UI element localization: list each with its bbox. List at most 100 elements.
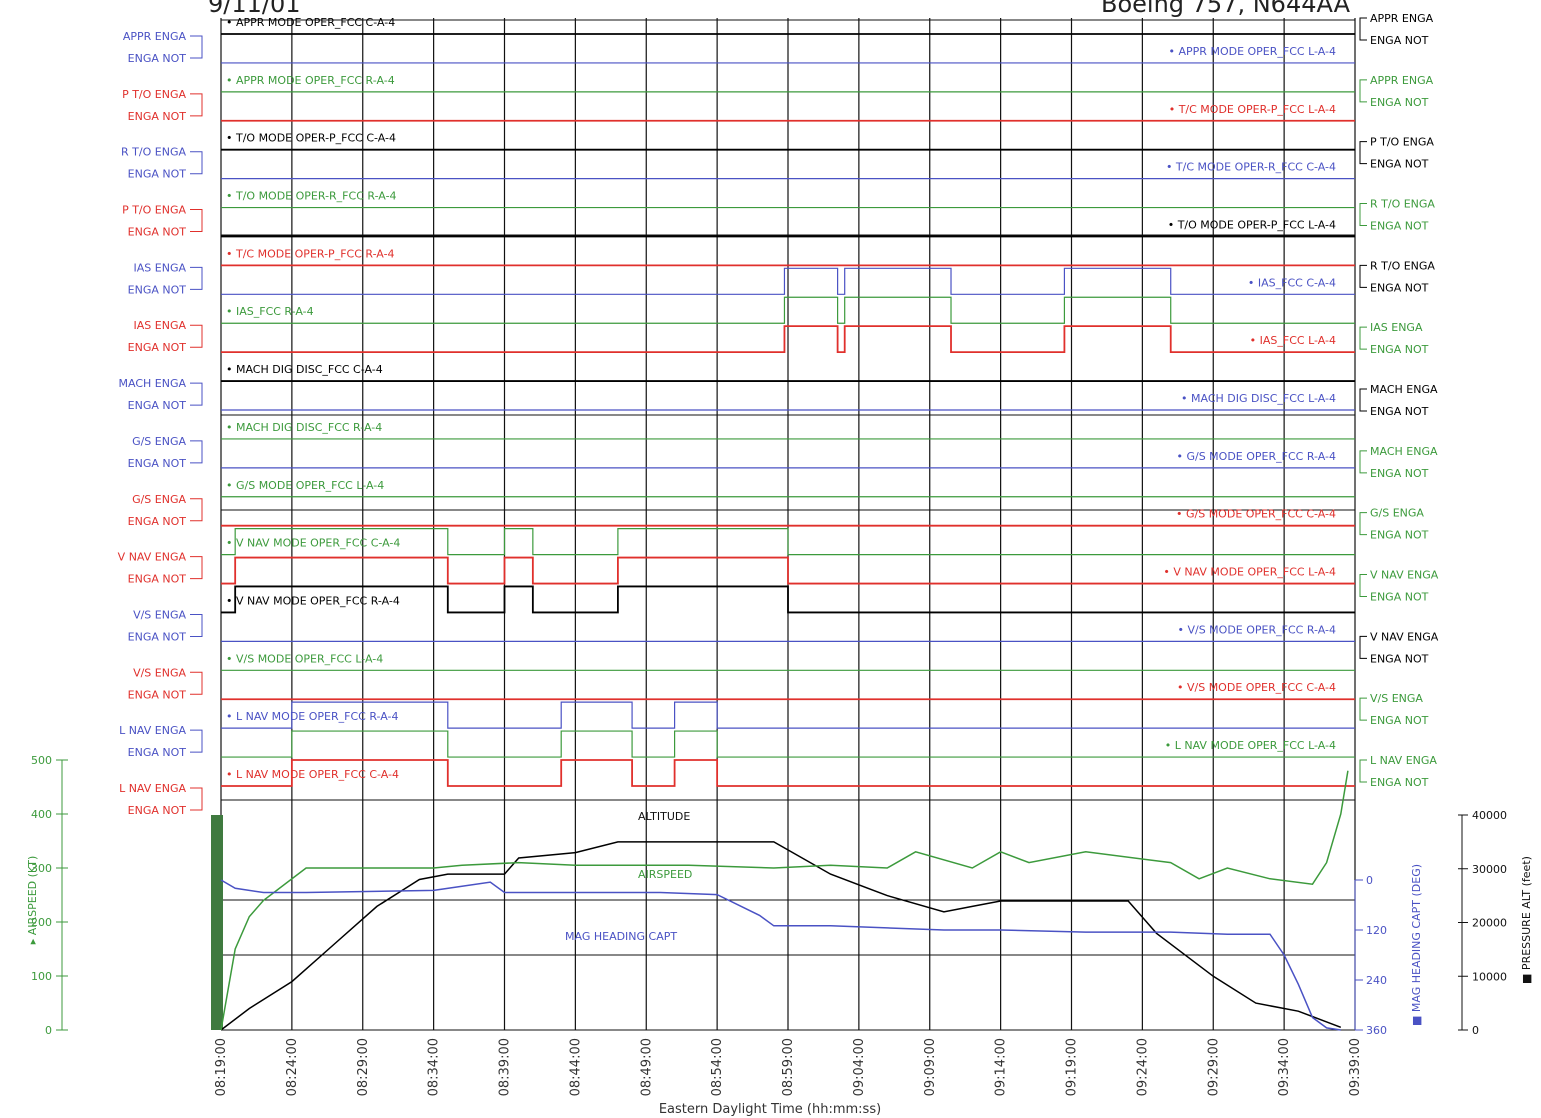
discrete-trace	[221, 296, 1355, 324]
airspeed-tick-label: 500	[31, 754, 52, 767]
trace-label: • G/S MODE OPER_FCC L-A-4	[226, 479, 384, 492]
trace-label: • V NAV MODE OPER_FCC R-A-4	[226, 594, 400, 607]
airspeed-tick-label: 300	[31, 862, 52, 875]
left-label-bottom: ENGA NOT	[128, 804, 187, 817]
right-label-top: V NAV ENGA	[1370, 569, 1439, 582]
trace-label: • T/O MODE OPER-R_FCC R-A-4	[226, 190, 397, 203]
x-tick-label: 09:14:00	[994, 1038, 1009, 1096]
left-label-bracket	[190, 440, 203, 464]
right-label-top: R T/O ENGA	[1370, 259, 1435, 272]
right-label-bottom: ENGA NOT	[1370, 591, 1429, 604]
left-label-top: V/S ENGA	[133, 608, 186, 621]
left-label-bottom: ENGA NOT	[128, 168, 187, 181]
altitude-tick-label: 10000	[1472, 970, 1507, 983]
discrete-trace	[221, 730, 1355, 758]
left-label-top: G/S ENGA	[132, 493, 186, 506]
x-tick-label: 08:54:00	[710, 1038, 725, 1096]
left-label-bracket	[190, 266, 203, 290]
trace-label: • G/S MODE OPER_FCC C-A-4	[1176, 508, 1336, 521]
right-label-top: P T/O ENGA	[1370, 136, 1434, 149]
altitude-axis-label: ■ PRESSURE ALT (feet)	[1520, 856, 1533, 984]
left-label-top: G/S ENGA	[132, 435, 186, 448]
heading-axis-label: ■ MAG HEADING CAPT (DEG)	[1410, 864, 1423, 1026]
right-label-bracket	[1359, 203, 1367, 226]
altitude-tick-label: 40000	[1472, 809, 1507, 822]
x-tick-label: 08:44:00	[568, 1038, 583, 1096]
right-label-top: R T/O ENGA	[1370, 198, 1435, 211]
right-label-top: APPR ENGA	[1370, 74, 1434, 87]
airspeed-tick-label: 0	[45, 1024, 52, 1037]
right-label-top: V/S ENGA	[1370, 692, 1423, 705]
right-label-top: V NAV ENGA	[1370, 630, 1439, 643]
left-label-bracket	[190, 93, 203, 117]
trace-label: • IAS_FCC R-A-4	[226, 305, 314, 318]
right-label-bracket	[1359, 759, 1367, 783]
left-label-bottom: ENGA NOT	[128, 341, 187, 354]
trace-label: • T/C MODE OPER-P_FCC L-A-4	[1169, 103, 1336, 116]
left-label-bottom: ENGA NOT	[128, 515, 187, 528]
right-label-bottom: ENGA NOT	[1370, 405, 1429, 418]
right-label-bottom: ENGA NOT	[1370, 34, 1429, 47]
right-label-top: G/S ENGA	[1370, 507, 1424, 520]
left-label-top: L NAV ENGA	[119, 782, 186, 795]
discrete-trace	[221, 759, 1355, 787]
right-label-bracket	[1359, 388, 1367, 412]
right-label-bottom: ENGA NOT	[1370, 158, 1429, 171]
trace-label: • T/O MODE OPER-P_FCC L-A-4	[1168, 218, 1336, 231]
trace-label: • V/S MODE OPER_FCC L-A-4	[226, 652, 383, 665]
trace-label: • MACH DIG DISC_FCC R-A-4	[226, 421, 382, 434]
series-line	[220, 770, 1349, 1031]
left-label-bracket	[190, 613, 203, 637]
header-date: 9/11/01	[208, 0, 301, 18]
airspeed-tick-label: 400	[31, 808, 52, 821]
right-label-top: IAS ENGA	[1370, 321, 1423, 334]
x-tick-label: 09:29:00	[1206, 1038, 1221, 1096]
trace-label: • MACH DIG DISC_FCC C-A-4	[226, 363, 383, 376]
right-label-bracket	[1359, 697, 1367, 721]
discrete-trace	[221, 701, 1355, 729]
takeoff-marker	[211, 815, 223, 1030]
airspeed-tick-label: 100	[31, 970, 52, 983]
left-label-bracket	[190, 729, 203, 753]
x-tick-label: 08:24:00	[285, 1038, 300, 1096]
left-label-bottom: ENGA NOT	[128, 746, 187, 759]
left-label-top: V/S ENGA	[133, 666, 186, 679]
right-label-bracket	[1359, 264, 1367, 288]
trace-label: • V/S MODE OPER_FCC R-A-4	[1177, 623, 1336, 636]
left-label-top: P T/O ENGA	[122, 88, 186, 101]
trace-label: • T/O MODE OPER-P_FCC C-A-4	[226, 132, 396, 145]
left-label-top: V NAV ENGA	[118, 551, 187, 564]
trace-label: • G/S MODE OPER_FCC R-A-4	[1176, 450, 1336, 463]
right-label-bottom: ENGA NOT	[1370, 96, 1429, 109]
right-label-bracket	[1359, 574, 1367, 597]
left-label-top: IAS ENGA	[134, 261, 187, 274]
discrete-trace	[221, 585, 1355, 614]
left-label-bracket	[190, 498, 203, 522]
trace-label: • APPR MODE OPER_FCC C-A-4	[226, 16, 395, 29]
analog-panel: 0 100 200 300 400 500 ▸ AIRSPEED (KT) 0 10000 200…	[26, 754, 1533, 1037]
left-label-bottom: ENGA NOT	[128, 226, 187, 239]
right-label-bottom: ENGA NOT	[1370, 714, 1429, 727]
left-state-labels: APPR ENGA ENGA NOT P T/O ENGA ENGA NOT R T/O…	[118, 30, 203, 817]
left-label-bracket	[190, 671, 203, 695]
trace-label: • V NAV MODE OPER_FCC C-A-4	[226, 537, 400, 550]
left-label-bottom: ENGA NOT	[128, 110, 187, 123]
left-label-bracket	[190, 382, 203, 406]
x-tick-label: 09:19:00	[1065, 1038, 1080, 1096]
left-label-top: MACH ENGA	[119, 377, 187, 390]
heading-tick-label: 0	[1366, 874, 1373, 887]
right-label-bottom: ENGA NOT	[1370, 220, 1429, 233]
x-axis: 08:19:00 08:24:00 08:29:00 08:34:00 08:39:00…	[214, 1038, 1363, 1096]
right-label-bottom: ENGA NOT	[1370, 776, 1429, 789]
trace-label: • L NAV MODE OPER_FCC C-A-4	[226, 768, 399, 781]
left-label-bottom: ENGA NOT	[128, 573, 187, 586]
x-tick-label: 08:29:00	[356, 1038, 371, 1096]
trace-label: • T/C MODE OPER-P_FCC R-A-4	[226, 247, 395, 260]
right-label-top: L NAV ENGA	[1370, 754, 1437, 767]
x-tick-label: 08:49:00	[639, 1038, 654, 1096]
trace-label: • IAS_FCC L-A-4	[1250, 334, 1336, 347]
x-tick-label: 09:04:00	[852, 1038, 867, 1096]
x-tick-label: 08:34:00	[427, 1038, 442, 1096]
trace-label: • MACH DIG DISC_FCC L-A-4	[1181, 392, 1336, 405]
